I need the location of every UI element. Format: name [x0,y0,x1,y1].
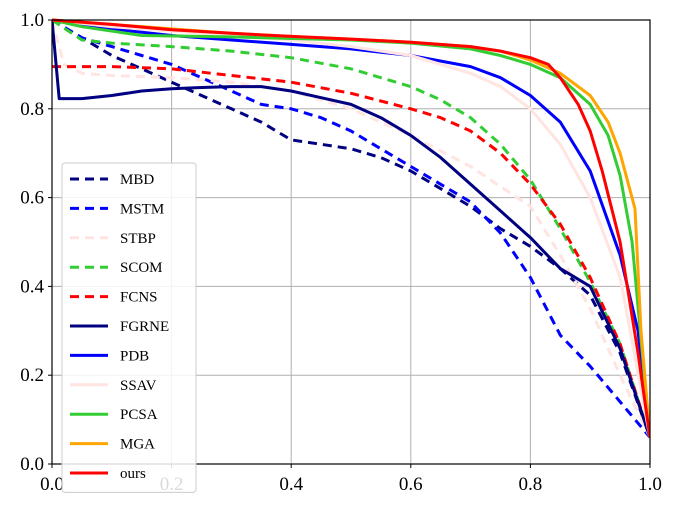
x-tick-label: 0.6 [399,474,423,495]
axes-frame [51,19,651,465]
x-tick-label: 0.0 [40,474,64,495]
y-tick-label: 0.0 [20,454,44,475]
y-tick-label: 0.2 [20,365,44,386]
series-line-fgrne [52,19,650,438]
x-tick-label: 0.4 [279,474,303,495]
y-tick-label: 0.6 [20,188,44,209]
y-tick-label: 1.0 [20,10,44,31]
series-line-stbp [52,19,650,439]
legend-label-fcns: FCNS [120,290,158,306]
legend-label-mbd: MBD [120,172,154,188]
legend-label-mstm: MSTM [120,201,164,217]
series-line-pcsa [52,18,650,438]
legend-label-pdb: PDB [120,348,149,364]
series-line-scom [52,18,650,438]
legend-label-mga: MGA [120,437,155,453]
legend-box [61,162,197,493]
series-line-mstm [52,18,650,439]
legend-label-fgrne: FGRNE [120,319,169,335]
series-line-mbd [52,18,650,438]
y-tick-label: 0.4 [20,276,44,297]
legend-label-stbp: STBP [120,231,156,247]
legend-label-pcsa: PCSA [120,407,158,423]
series-line-fcns [52,65,650,438]
y-tick-label: 0.8 [20,99,44,120]
legend: MBD MSTM STBP SCOM FCNS FGRNE PDB SSAV PCSA MGA ou… [61,162,197,493]
series-line-ours [52,18,650,438]
legend-label-scom: SCOM [120,260,163,276]
legend-label-ssav: SSAV [120,378,157,394]
legend-label-ours: ours [120,466,146,482]
plot-area [52,18,650,439]
x-tick-label: 0.8 [519,474,543,495]
x-tick-label: 1.0 [638,474,662,495]
